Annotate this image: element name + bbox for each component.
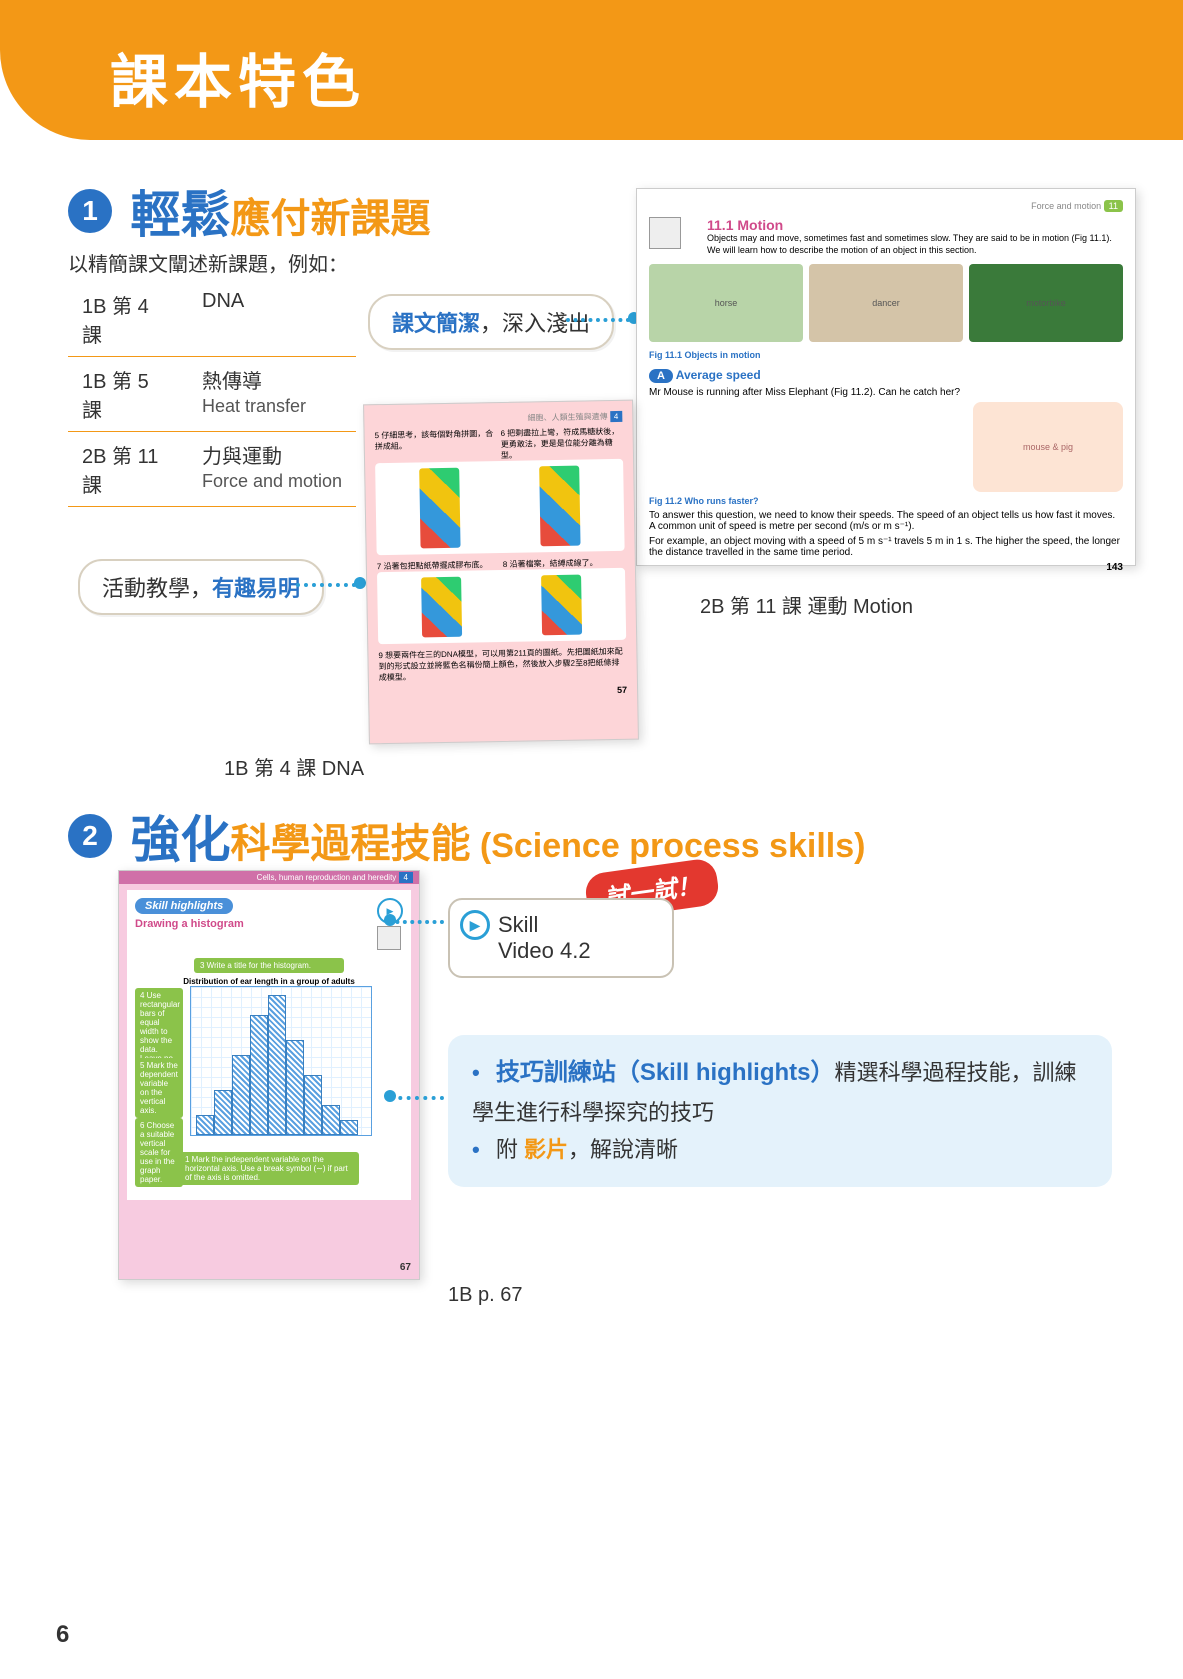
info-item-2: 附 影片，解說清晰 [472, 1131, 1088, 1168]
connector-line [388, 920, 444, 924]
info-item-1: 技巧訓練站（Skill highlights）精選科學過程技能，訓練學生進行科學… [472, 1053, 1088, 1131]
connector-line [390, 1096, 444, 1100]
section-number-2: 2 [68, 814, 112, 858]
connector-dot [384, 914, 396, 926]
pig-illustration: mouse & pig [973, 402, 1123, 492]
video-line2: Video 4.2 [498, 938, 658, 964]
topic-table: 1B 第 4 課 DNA 1B 第 5 課 熱傳導Heat transfer 2… [68, 282, 356, 507]
skill-highlights-badge: Skill highlights [135, 898, 233, 914]
section2-title-big: 強化 [130, 812, 230, 868]
motion-fig2: Fig 11.2 Who runs faster? [649, 496, 1123, 506]
caption-hist: 1B p. 67 [448, 1284, 523, 1307]
motion-heading: 11.1 Motion [707, 217, 1123, 233]
dna-step7: 7 沿著包把點紙帶擺成膠布底。 [377, 559, 499, 572]
section2-title-rest: 科學過程技能 [230, 822, 470, 866]
video-box: ▶ Skill Video 4.2 [448, 898, 674, 978]
table-row: 1B 第 4 課 DNA [68, 282, 356, 357]
connector-dot [384, 1090, 396, 1102]
hist-title: Drawing a histogram [135, 918, 244, 930]
motion-body2: For example, an object moving with a spe… [649, 536, 1123, 558]
hist-step3: 3 Write a title for the histogram. [194, 958, 344, 973]
motion-q: Mr Mouse is running after Miss Elephant … [649, 387, 1123, 398]
dna-step6: 6 把剩盡拉上彎，符成馬糖狀後，更勇敢法，更是是位能分離為糖型。 [500, 426, 623, 461]
qr-icon [377, 926, 401, 950]
section1-title-rest: 應付新課題 [230, 197, 430, 241]
topic-code: 1B 第 4 課 [68, 282, 188, 357]
table-row: 2B 第 11 課 力與運動Force and motion [68, 432, 356, 507]
caption-motion: 2B 第 11 課 運動 Motion [700, 590, 913, 619]
video-line1: Skill [498, 912, 658, 938]
hist-tip5: 5 Mark the dependent variable on the ver… [135, 1058, 183, 1118]
topic-name: 力與運動Force and motion [188, 432, 356, 507]
thumbnail-dna-page: 細胞、人類生殖與遺傳 4 5 仔細思考，該每個對角拼圖，合拼成組。 6 把剩盡拉… [363, 400, 639, 745]
hist-tip6: 6 Choose a suitable vertical scale for u… [135, 1118, 183, 1187]
section-1-heading: 1 輕鬆應付新課題 [68, 175, 430, 247]
motion-fig1: Fig 11.1 Objects in motion [649, 350, 1123, 360]
motion-img-dancer: dancer [809, 264, 963, 342]
motion-body1: To answer this question, we need to know… [649, 510, 1123, 532]
dna-step8: 8 沿著檔案，結縛成線了。 [503, 557, 625, 570]
thumbnail-motion-page: Force and motion 11 11.1 Motion Objects … [636, 188, 1136, 566]
dna-pagenum: 57 [379, 685, 627, 699]
motion-intro: Objects may and move, sometimes fast and… [707, 233, 1123, 256]
page-title: 課本特色 [110, 35, 1183, 119]
section1-title-big: 輕鬆 [130, 187, 230, 243]
page-number: 6 [56, 1621, 69, 1649]
callout-activity: 活動教學，有趣易明 [78, 559, 324, 615]
callout-concise: 課文簡潔，深入淺出 [368, 294, 614, 350]
section-number-1: 1 [68, 189, 112, 233]
header-banner: 課本特色 [0, 0, 1183, 140]
connector-line [566, 318, 630, 322]
play-icon: ▶ [460, 910, 490, 940]
section-2-heading: 2 強化科學過程技能 (Science process skills) [68, 800, 865, 872]
section2-title-en: (Science process skills) [470, 827, 865, 865]
motion-img-horse: horse [649, 264, 803, 342]
motion-pagenum: 143 [649, 562, 1123, 573]
avg-badge: A [649, 369, 673, 383]
dna-illustration-row1 [375, 459, 625, 555]
topic-code: 1B 第 5 課 [68, 357, 188, 432]
topic-name: 熱傳導Heat transfer [188, 357, 356, 432]
topic-code: 2B 第 11 課 [68, 432, 188, 507]
info-box: 技巧訓練站（Skill highlights）精選科學過程技能，訓練學生進行科學… [448, 1035, 1112, 1187]
thumbnail-histogram-page: Cells, human reproduction and heredity 4… [118, 870, 420, 1280]
connector-dot [354, 577, 366, 589]
section1-subtitle: 以精簡課文闡述新課題，例如： [68, 248, 348, 277]
connector-line [296, 583, 356, 587]
qr-icon [649, 217, 681, 249]
hist-pagenum: 67 [127, 1262, 411, 1273]
dna-step9: 9 想要兩件在三的DNA模型，可以用第211頁的圖紙。先把圖紙加來配到的形式設立… [378, 646, 627, 683]
dna-illustration-row2 [377, 568, 626, 644]
dna-step5: 5 仔細思考，該每個對角拼圖，合拼成組。 [375, 428, 498, 463]
chart-title: Distribution of ear length in a group of… [135, 977, 403, 986]
avg-title: Average speed [676, 368, 761, 382]
topic-name: DNA [188, 282, 356, 357]
motion-img-bike: motorbike [969, 264, 1123, 342]
caption-dna: 1B 第 4 課 DNA [224, 752, 364, 781]
table-row: 1B 第 5 課 熱傳導Heat transfer [68, 357, 356, 432]
histogram-chart [190, 986, 372, 1136]
hist-step1: 1 Mark the independent variable on the h… [179, 1152, 359, 1185]
